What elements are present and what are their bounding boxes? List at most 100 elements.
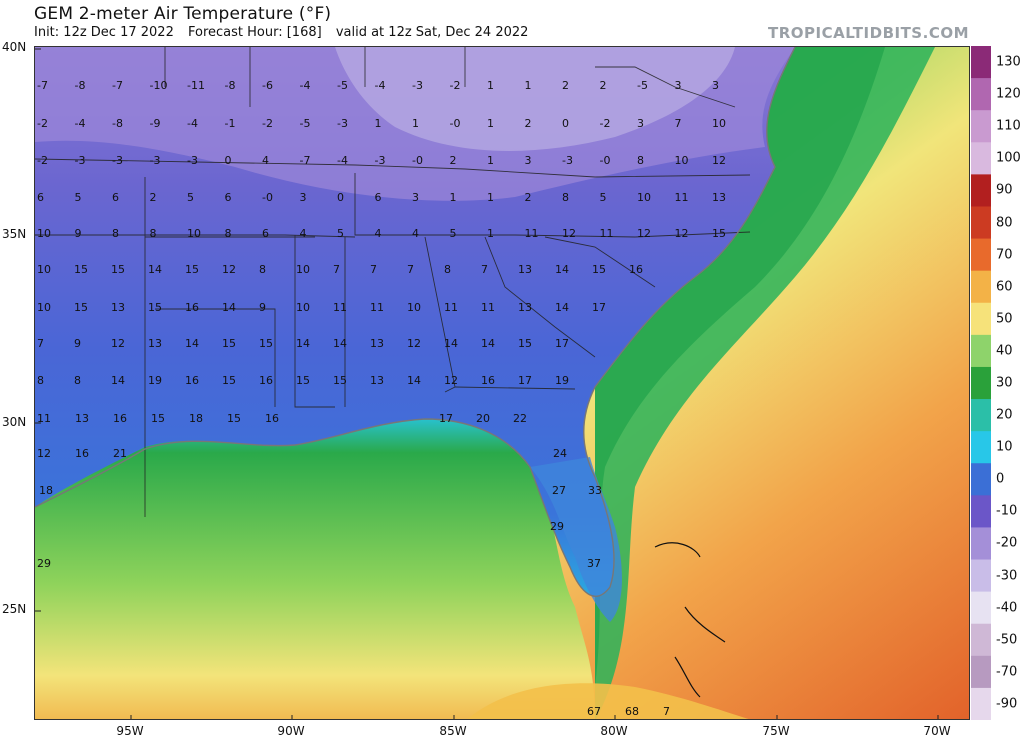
temperature-value: -8 bbox=[225, 79, 236, 92]
temperature-value: 10 bbox=[296, 301, 310, 314]
temperature-value: 7 bbox=[333, 263, 340, 276]
temperature-value: 3 bbox=[412, 191, 419, 204]
temperature-value: -7 bbox=[37, 79, 48, 92]
temperature-value: 15 bbox=[296, 374, 310, 387]
temperature-value: -3 bbox=[150, 154, 161, 167]
temperature-value: -5 bbox=[637, 79, 648, 92]
colorbar-segment bbox=[971, 78, 991, 112]
colorbar-segment bbox=[971, 399, 991, 433]
temperature-value: 15 bbox=[518, 337, 532, 350]
temperature-value: 12 bbox=[111, 337, 125, 350]
temperature-value: 10 bbox=[712, 117, 726, 130]
colorbar-segment bbox=[971, 238, 991, 272]
temperature-value: 0 bbox=[337, 191, 344, 204]
temperature-value: -3 bbox=[375, 154, 386, 167]
temperature-value: 8 bbox=[150, 227, 157, 240]
temperature-value: 13 bbox=[75, 412, 89, 425]
lon-label: 95W bbox=[116, 724, 144, 738]
temperature-value: 15 bbox=[259, 337, 273, 350]
colorbar-segment bbox=[971, 366, 991, 401]
temperature-value: 2 bbox=[150, 191, 157, 204]
temperature-value: 16 bbox=[629, 263, 643, 276]
temperature-value: 12 bbox=[407, 337, 421, 350]
colorbar bbox=[971, 46, 991, 720]
temperature-value: 6 bbox=[37, 191, 44, 204]
temperature-value: 7 bbox=[663, 705, 670, 718]
temperature-value: 8 bbox=[74, 374, 81, 387]
temperature-value: 6 bbox=[262, 227, 269, 240]
temperature-value: -4 bbox=[375, 79, 386, 92]
temperature-value: 9 bbox=[259, 301, 266, 314]
temperature-value: 11 bbox=[37, 412, 51, 425]
coastline bbox=[35, 47, 796, 597]
colorbar-tick-label: 120 bbox=[996, 86, 1021, 102]
temperature-value: 6 bbox=[225, 191, 232, 204]
temperature-value: 15 bbox=[222, 337, 236, 350]
temperature-value: -4 bbox=[300, 79, 311, 92]
colorbar-tick-label: 0 bbox=[996, 471, 1005, 487]
temperature-value: 14 bbox=[222, 301, 236, 314]
temperature-value: 14 bbox=[185, 337, 199, 350]
colorbar-tick-label: -40 bbox=[996, 600, 1018, 616]
temperature-value: 1 bbox=[487, 191, 494, 204]
colorbar-tick-label: 100 bbox=[996, 150, 1021, 166]
temperature-value: 15 bbox=[712, 227, 726, 240]
temperature-value: 5 bbox=[450, 227, 457, 240]
colorbar-segment bbox=[971, 687, 991, 720]
colorbar-tick-label: -20 bbox=[996, 535, 1018, 551]
colorbar-tick-label: 30 bbox=[996, 375, 1013, 391]
temperature-value: 15 bbox=[74, 263, 88, 276]
colorbar-segment bbox=[971, 302, 991, 336]
temperature-value: 10 bbox=[296, 263, 310, 276]
temperature-value: 5 bbox=[75, 191, 82, 204]
temperature-value: -7 bbox=[300, 154, 311, 167]
temperature-value: 12 bbox=[637, 227, 651, 240]
temperature-value: -2 bbox=[262, 117, 273, 130]
temperature-value: 15 bbox=[151, 412, 165, 425]
temperature-value: 10 bbox=[187, 227, 201, 240]
temperature-value: 1 bbox=[487, 79, 494, 92]
temperature-value: 10 bbox=[675, 154, 689, 167]
lon-label: 70W bbox=[923, 724, 951, 738]
temperature-value: 1 bbox=[375, 117, 382, 130]
colorbar-tick-label: 40 bbox=[996, 343, 1013, 359]
temperature-value: 16 bbox=[265, 412, 279, 425]
temperature-value: 16 bbox=[75, 447, 89, 460]
temperature-value: 17 bbox=[592, 301, 606, 314]
temperature-value: -3 bbox=[112, 154, 123, 167]
temperature-value: 12 bbox=[37, 447, 51, 460]
temperature-value: 8 bbox=[37, 374, 44, 387]
temperature-map: -7 -8 -7 -10 -11 -8 -6 -4 -5 -4 -3 -2 1 1 2 2 -5 3 3 -2 -4 -8… bbox=[34, 46, 970, 720]
temperature-value: -0 bbox=[412, 154, 423, 167]
temperature-value: 15 bbox=[592, 263, 606, 276]
colorbar-tick-label: 130 bbox=[996, 54, 1021, 70]
temperature-value: -4 bbox=[75, 117, 86, 130]
colorbar-segment bbox=[971, 559, 991, 593]
colorbar-tick-label: 110 bbox=[996, 118, 1021, 134]
temperature-value: 12 bbox=[712, 154, 726, 167]
temperature-value: 1 bbox=[487, 227, 494, 240]
temperature-value: 2 bbox=[450, 154, 457, 167]
colorbar-segment bbox=[971, 527, 991, 561]
bahamas-outline bbox=[654, 542, 726, 698]
temperature-value: -3 bbox=[337, 117, 348, 130]
temperature-value: 29 bbox=[550, 520, 564, 533]
temperature-value: 12 bbox=[562, 227, 576, 240]
temperature-value: -3 bbox=[75, 154, 86, 167]
temperature-value: 2 bbox=[600, 79, 607, 92]
temperature-value: 22 bbox=[513, 412, 527, 425]
temperature-value: 11 bbox=[444, 301, 458, 314]
temperature-value: -5 bbox=[337, 79, 348, 92]
temperature-value: -4 bbox=[337, 154, 348, 167]
temperature-value: -9 bbox=[150, 117, 161, 130]
temperature-value: 2 bbox=[525, 117, 532, 130]
colorbar-segment bbox=[971, 495, 991, 529]
lon-label: 80W bbox=[600, 724, 628, 738]
colorbar-segment bbox=[971, 110, 991, 144]
colorbar-segment bbox=[971, 431, 991, 465]
cuba bbox=[467, 683, 749, 719]
temperature-value: 11 bbox=[481, 301, 495, 314]
temperature-value: 7 bbox=[370, 263, 377, 276]
temperature-value: 15 bbox=[111, 263, 125, 276]
temperature-labels: -7 -8 -7 -10 -11 -8 -6 -4 -5 -4 -3 -2 1 1 2 2 -5 3 3-2 -4 -8… bbox=[37, 79, 726, 718]
